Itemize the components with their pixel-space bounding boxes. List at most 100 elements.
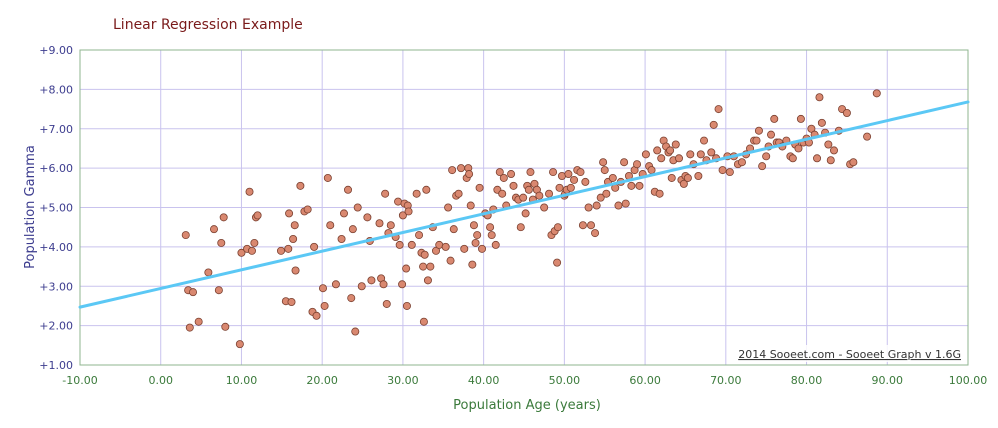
data-point: [214, 286, 223, 295]
data-point: [189, 288, 198, 297]
data-point: [491, 240, 500, 249]
y-tick-label: +2.00: [39, 320, 73, 333]
data-point: [347, 294, 356, 303]
x-tick-label: 30.00: [387, 374, 419, 387]
data-point: [545, 189, 554, 198]
data-point: [621, 199, 630, 208]
data-point: [290, 221, 299, 230]
data-point: [303, 205, 312, 214]
chart-title: Linear Regression Example: [113, 17, 303, 33]
data-point: [398, 211, 407, 220]
data-point: [460, 244, 469, 253]
data-point: [863, 132, 872, 141]
data-point: [826, 156, 835, 165]
credit-link[interactable]: 2014 Sooeet.com - Sooeet Graph v 1.6G: [738, 348, 961, 361]
data-point: [419, 317, 428, 326]
x-tick-label: -10.00: [62, 374, 97, 387]
data-point: [813, 154, 822, 163]
data-point: [296, 181, 305, 190]
x-tick-label: 80.00: [791, 374, 823, 387]
x-tick-label: 70.00: [710, 374, 742, 387]
x-tick-label: 20.00: [306, 374, 338, 387]
data-point: [507, 170, 516, 179]
data-point: [516, 223, 525, 232]
y-tick-label: +6.00: [39, 162, 73, 175]
data-point: [404, 207, 413, 216]
data-point: [674, 154, 683, 163]
data-point: [289, 234, 298, 243]
y-tick-label: +4.00: [39, 241, 73, 254]
data-point: [714, 105, 723, 114]
data-point: [363, 213, 372, 222]
data-point: [320, 301, 329, 310]
data-point: [423, 276, 432, 285]
data-point: [817, 118, 826, 127]
y-tick-label: +9.00: [39, 44, 73, 57]
data-point: [310, 242, 319, 251]
data-point: [842, 109, 851, 118]
y-tick-label: +5.00: [39, 202, 73, 215]
y-tick-label: +7.00: [39, 123, 73, 136]
data-point: [679, 179, 688, 188]
data-point: [381, 189, 390, 198]
data-point: [829, 146, 838, 155]
data-point: [581, 177, 590, 186]
data-point: [499, 173, 508, 182]
data-point: [566, 183, 575, 192]
data-point: [620, 158, 629, 167]
y-axis-label: Population Gamma: [23, 145, 38, 269]
x-axis-ticks: -10.00 0.00 10.00 20.00 30.00 40.00 50.00 60.00…: [62, 374, 987, 387]
data-point: [608, 173, 617, 182]
data-point: [446, 256, 455, 265]
data-point: [602, 189, 611, 198]
y-tick-label: +1.00: [39, 359, 73, 372]
data-point: [794, 144, 803, 153]
data-point: [576, 168, 585, 177]
data-point: [709, 120, 718, 129]
data-point: [788, 154, 797, 163]
data-point: [323, 173, 332, 182]
data-point: [235, 340, 244, 349]
data-point: [584, 203, 593, 212]
data-point: [422, 185, 431, 194]
data-point: [475, 183, 484, 192]
data-point: [402, 301, 411, 310]
y-axis-ticks: +1.00 +2.00 +3.00 +4.00 +5.00 +6.00 +7.00 +8.00…: [39, 44, 73, 372]
data-point: [465, 170, 474, 179]
data-point: [498, 189, 507, 198]
data-point: [312, 311, 321, 320]
data-point: [326, 221, 335, 230]
data-point: [555, 183, 564, 192]
data-point: [591, 229, 600, 238]
data-point: [217, 238, 226, 247]
data-point: [752, 136, 761, 145]
data-point: [367, 276, 376, 285]
data-point: [635, 181, 644, 190]
data-point: [696, 150, 705, 159]
data-point: [796, 114, 805, 123]
data-point: [655, 189, 664, 198]
data-point: [671, 140, 680, 149]
data-point: [331, 280, 340, 289]
data-point: [277, 246, 286, 255]
y-tick-label: +8.00: [39, 83, 73, 96]
data-point: [415, 231, 424, 240]
data-point: [237, 248, 246, 257]
data-point: [204, 268, 213, 277]
data-point: [419, 262, 428, 271]
data-point: [686, 150, 695, 159]
data-point: [398, 280, 407, 289]
data-point: [758, 162, 767, 171]
data-point: [219, 213, 228, 222]
data-point: [471, 238, 480, 247]
data-point: [767, 130, 776, 139]
data-point: [457, 164, 466, 173]
data-point: [448, 166, 457, 175]
data-point: [344, 185, 353, 194]
data-point: [535, 191, 544, 200]
data-point: [420, 250, 429, 259]
data-point: [666, 146, 675, 155]
x-tick-label: 100.00: [949, 374, 988, 387]
data-point: [478, 244, 487, 253]
data-point: [386, 221, 395, 230]
